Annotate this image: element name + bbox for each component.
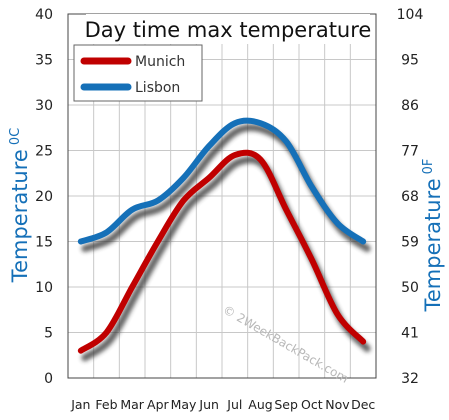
svg-text:Temperature0C: Temperature 0C — [8, 128, 32, 283]
y-tick-label-left: 15 — [35, 235, 53, 251]
y-tick-label-right: 95 — [401, 53, 419, 69]
x-tick-label: Oct — [301, 397, 323, 412]
x-tick-label: Aug — [248, 397, 272, 412]
y-axis-label-left-group: Temperature 0C — [8, 128, 32, 283]
series-line-munich — [77, 149, 367, 354]
y-tick-label-right: 104 — [397, 7, 424, 23]
y-axis-label-left: Temperature — [8, 149, 32, 283]
y-tick-label-right: 41 — [401, 326, 419, 342]
y-ticks-right: 104 95 86 77 68 59 50 41 32 — [397, 7, 424, 387]
x-tick-label: Jan — [70, 397, 90, 412]
y-tick-label-left: 10 — [35, 280, 53, 296]
series-lines — [77, 117, 367, 354]
svg-text:Temperature0F: Temperature 0F — [421, 159, 445, 313]
series-line-lisbon — [77, 117, 367, 245]
y-tick-label-right: 59 — [401, 235, 419, 251]
x-tick-label: May — [171, 397, 197, 412]
y-axis-label-right: Temperature — [421, 178, 445, 312]
x-tick-label: Dec — [351, 397, 375, 412]
y-tick-label-left: 0 — [44, 371, 53, 387]
legend-box — [73, 44, 203, 102]
y-tick-label-left: 25 — [35, 144, 53, 160]
y-axis-label-right-group: Temperature 0F — [421, 159, 445, 313]
y-tick-label-right: 32 — [401, 371, 419, 387]
y-tick-label-right: 68 — [401, 189, 419, 205]
y-tick-label-left: 30 — [35, 98, 53, 114]
y-axis-unit-left: 0C — [8, 128, 23, 145]
x-tick-label: Nov — [325, 397, 350, 412]
y-tick-label-right: 50 — [401, 280, 419, 296]
y-tick-label-right: 86 — [401, 98, 419, 114]
chart-title: Day time max temperature — [85, 18, 372, 42]
y-tick-label-left: 40 — [35, 7, 53, 23]
watermark: © 2WeekBackPack.com — [221, 302, 351, 385]
x-tick-label: Jun — [198, 397, 219, 412]
y-tick-label-left: 5 — [44, 326, 53, 342]
x-tick-label: Sep — [274, 397, 298, 412]
x-tick-label: Feb — [95, 397, 117, 412]
x-ticks: Jan Feb Mar Apr May Jun Jul Aug Sep Oct Nov Dec — [70, 397, 375, 412]
y-ticks-left: 40 35 30 25 20 15 10 5 0 — [35, 7, 53, 387]
legend: Munich Lisbon — [73, 44, 203, 102]
x-tick-label: Mar — [120, 397, 144, 412]
y-tick-label-right: 77 — [401, 144, 419, 160]
title-background — [86, 14, 370, 44]
x-tick-label: Apr — [147, 397, 169, 412]
legend-label-munich: Munich — [135, 54, 185, 70]
y-axis-unit-right: 0F — [421, 159, 436, 175]
y-tick-label-left: 35 — [35, 53, 53, 69]
y-tick-label-left: 20 — [35, 189, 53, 205]
legend-label-lisbon: Lisbon — [135, 80, 180, 96]
x-tick-label: Jul — [226, 397, 242, 412]
